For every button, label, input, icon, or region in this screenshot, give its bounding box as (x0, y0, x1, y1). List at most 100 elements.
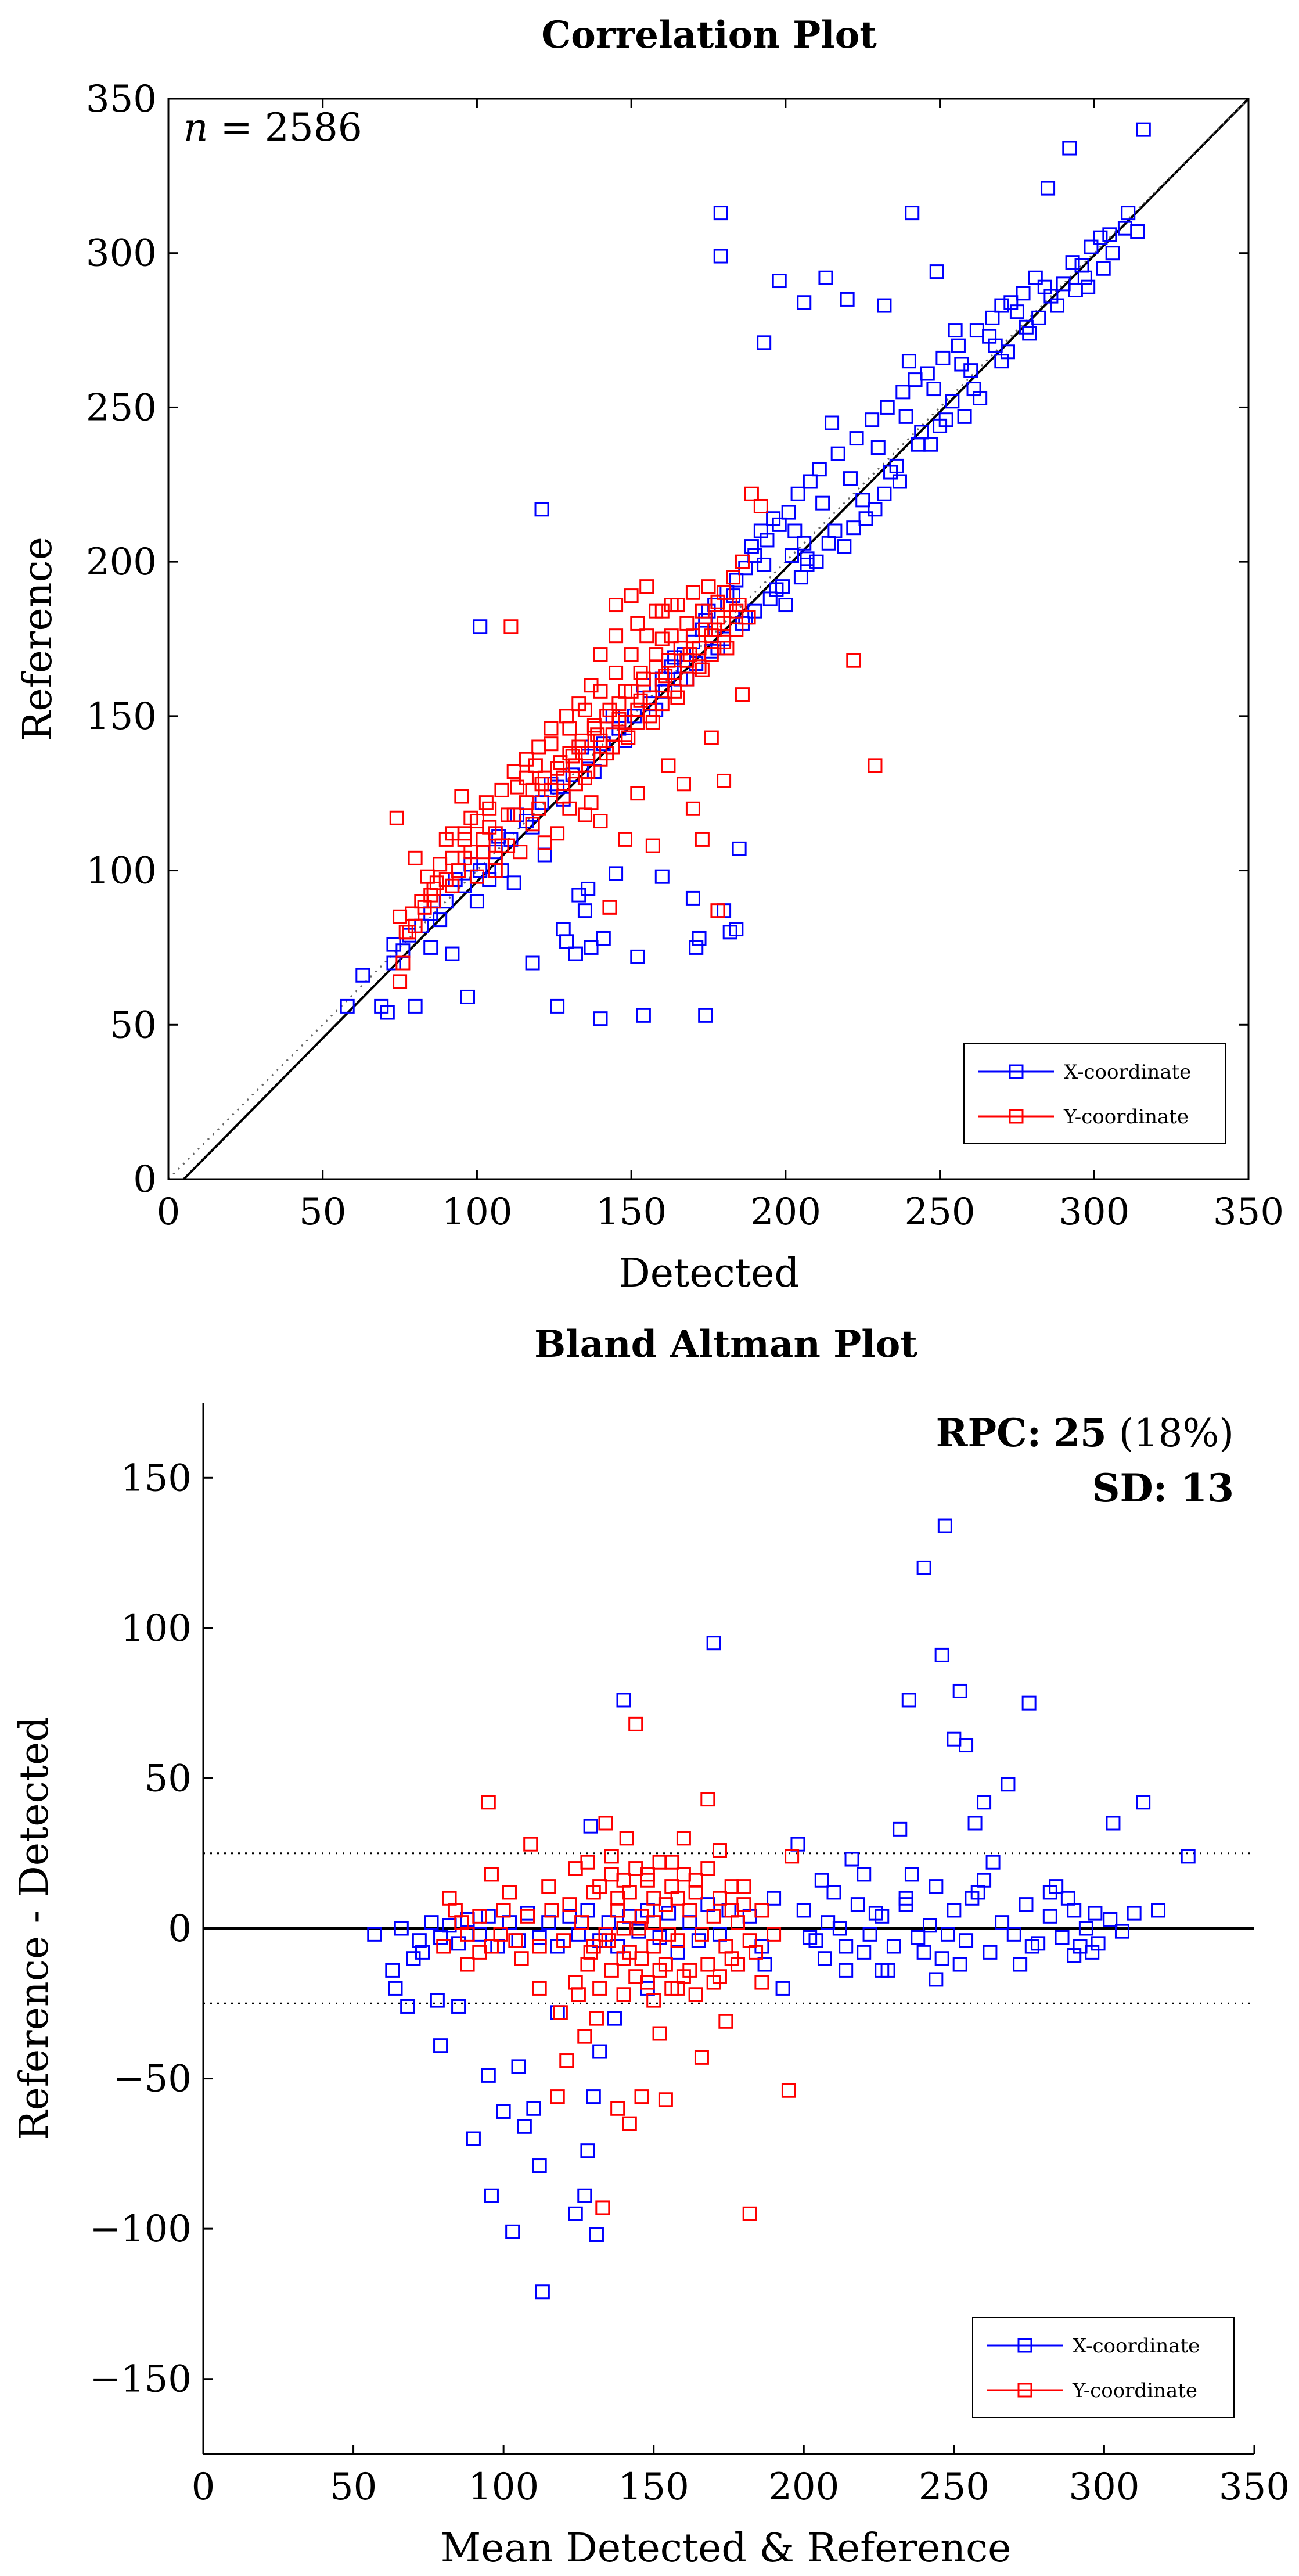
point-x-coordinate (870, 440, 886, 455)
point-x-coordinate (934, 1647, 949, 1662)
point-x-coordinate (1068, 282, 1083, 297)
point-y-coordinate (568, 1975, 583, 1990)
point-x-coordinate (580, 2143, 595, 2158)
point-x-coordinate (797, 295, 812, 310)
point-y-coordinate (501, 807, 516, 822)
point-x-coordinate (977, 1873, 992, 1888)
point-x-coordinate (340, 998, 355, 1014)
point-y-coordinate (868, 758, 883, 773)
point-x-coordinate (1028, 270, 1043, 285)
point-x-coordinate (511, 2059, 526, 2074)
y-tick-label: 350 (86, 78, 157, 121)
point-x-coordinate (721, 1903, 736, 1918)
y-tick-label: −50 (113, 2058, 192, 2101)
point-y-coordinate (645, 838, 660, 853)
point-x-coordinate (550, 998, 565, 1014)
point-x-coordinate (580, 1903, 595, 1918)
point-y-coordinate (405, 906, 420, 921)
point-y-coordinate (753, 498, 768, 513)
point-x-coordinate (817, 1951, 832, 1966)
point-y-coordinate (661, 653, 676, 668)
point-x-coordinate (945, 394, 960, 409)
point-x-coordinate (532, 2158, 547, 2173)
point-y-coordinate (414, 894, 429, 909)
point-y-coordinate (496, 1903, 511, 1918)
point-y-coordinate (525, 817, 540, 832)
point-y-coordinate (604, 1849, 619, 1864)
x-tick-label: 0 (192, 2466, 215, 2509)
point-x-coordinate (593, 1011, 608, 1026)
point-x-coordinate (1042, 1909, 1057, 1924)
y-tick-label: 0 (133, 1158, 157, 1201)
point-y-coordinate (556, 789, 571, 804)
point-x-coordinate (1019, 1897, 1034, 1912)
point-x-coordinate (969, 323, 984, 338)
point-x-coordinate (400, 1999, 415, 2014)
rpc-percent: (18%) (1119, 1411, 1234, 1456)
point-x-coordinate (689, 940, 704, 955)
point-x-coordinate (1074, 258, 1089, 273)
point-y-coordinate (469, 814, 484, 829)
point-y-coordinate (664, 1879, 679, 1894)
point-y-coordinate (571, 1987, 586, 2002)
point-x-coordinate (951, 338, 966, 353)
point-x-coordinate (505, 2224, 520, 2239)
rpc-value: 25 (1053, 1410, 1107, 1456)
point-x-coordinate (826, 1885, 841, 1900)
point-x-coordinate (937, 1518, 952, 1533)
point-x-coordinate (880, 400, 895, 415)
point-y-coordinate (610, 1891, 625, 1906)
point-y-coordinate (618, 727, 633, 742)
point-x-coordinate (713, 249, 728, 264)
point-y-coordinate (442, 1891, 457, 1906)
identity-line (168, 99, 1248, 1179)
point-y-coordinate (664, 598, 679, 613)
point-x-coordinate (412, 1933, 427, 1948)
point-x-coordinate (893, 1821, 908, 1837)
point-y-coordinate (718, 2014, 733, 2029)
point-x-coordinate (1103, 1912, 1118, 1927)
point-x-coordinate (517, 2119, 532, 2134)
point-y-coordinate (592, 1879, 607, 1894)
point-y-coordinate (599, 746, 614, 761)
bland-altman-legend: X-coordinate Y-coordinate (972, 2317, 1235, 2418)
point-y-coordinate (621, 730, 636, 745)
point-x-coordinate (994, 298, 1009, 313)
point-x-coordinate (577, 2188, 592, 2203)
point-y-coordinate (562, 721, 577, 736)
point-x-coordinate (1081, 279, 1096, 294)
point-y-coordinate (604, 1963, 619, 1978)
point-x-coordinate (825, 415, 840, 430)
point-y-coordinate (694, 1927, 709, 1942)
x-tick-label: 100 (468, 2466, 539, 2509)
point-x-coordinate (1006, 1927, 1021, 1942)
point-y-coordinate (445, 878, 460, 893)
point-y-coordinate (525, 782, 540, 797)
point-x-coordinate (995, 1915, 1010, 1930)
point-x-coordinate (559, 934, 574, 949)
point-y-coordinate (670, 690, 685, 705)
point-y-coordinate (676, 777, 691, 792)
point-x-coordinate (812, 462, 827, 477)
y-tick-label: 100 (86, 850, 157, 893)
point-y-coordinate (408, 850, 423, 865)
point-x-coordinate (1093, 230, 1108, 245)
point-y-coordinate (664, 628, 679, 644)
point-x-coordinate (1001, 1777, 1016, 1792)
sd-value: 13 (1181, 1465, 1234, 1511)
point-y-coordinate (676, 1867, 691, 1882)
point-y-coordinate (692, 659, 707, 674)
point-x-coordinate (568, 946, 583, 961)
point-y-coordinate (622, 2116, 637, 2131)
point-y-coordinate (682, 647, 697, 662)
point-y-coordinate (580, 1957, 595, 1972)
point-y-coordinate (679, 616, 695, 631)
point-y-coordinate (586, 718, 602, 733)
point-y-coordinate (510, 779, 525, 795)
point-x-coordinate (877, 298, 892, 313)
point-y-coordinate (484, 1867, 499, 1882)
point-x-coordinate (1065, 255, 1080, 270)
point-x-coordinate (889, 458, 904, 473)
point-y-coordinate (448, 1903, 463, 1918)
point-y-coordinate (454, 789, 469, 804)
